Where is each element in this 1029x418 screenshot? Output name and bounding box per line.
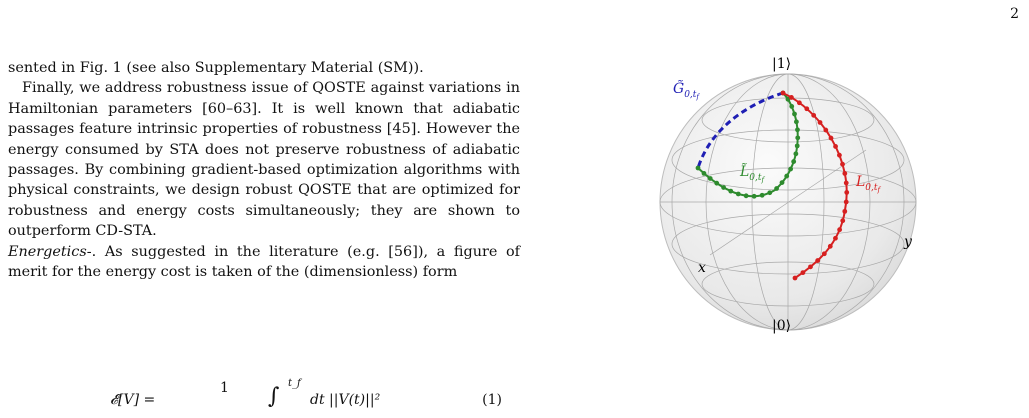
curve-L-marker	[792, 275, 798, 281]
curve-L-marker	[827, 243, 833, 249]
curve-L-tilde-marker	[707, 176, 713, 181]
curve-L-tilde-marker	[695, 165, 701, 171]
curve-L-marker	[815, 258, 821, 263]
curve-L-tilde-marker	[714, 180, 720, 186]
text-column: sented in Fig. 1 (see also Supplementary…	[8, 58, 520, 282]
curve-L-tilde-marker	[743, 193, 749, 199]
curve-L-tilde-marker	[793, 151, 799, 157]
sphere-grid	[659, 73, 917, 331]
x-axis-label: x	[698, 260, 706, 276]
curve-L-tilde-marker	[751, 193, 757, 199]
curve-L-marker	[837, 152, 842, 158]
curve-L-marker	[840, 218, 846, 224]
curve-L-tilde-marker	[767, 190, 773, 196]
curve-L-tilde-marker	[701, 170, 707, 176]
curve-L-marker	[804, 106, 810, 112]
curve-L-marker	[780, 90, 786, 96]
curve-L-marker	[837, 227, 843, 233]
equation-number: (1)	[482, 392, 502, 408]
curve-L-tilde-marker	[784, 173, 790, 179]
curve-L-tilde-marker	[728, 188, 734, 194]
equation-upper-limit: t_f	[288, 378, 301, 389]
equation-integrand: dt ||V(t)||²	[310, 392, 381, 408]
energetics-separator: -.	[86, 243, 97, 260]
curve-L-tilde-marker	[735, 191, 741, 197]
curve-L-marker	[843, 180, 849, 186]
y-axis-label: y	[903, 234, 913, 250]
curve-L-marker	[833, 235, 838, 241]
bloch-sphere-figure: |1⟩ |0⟩ x y G̃0,tf L̃0,tf L0,tf	[650, 50, 950, 340]
energetics-heading: Energetics	[8, 243, 87, 260]
curve-L-marker	[844, 190, 850, 195]
page-number: 2	[1010, 6, 1019, 22]
curve-L-tilde-marker	[795, 127, 800, 133]
equation-1: 𝓔[V] = 1 ∫ t_f dt ||V(t)||² (1)	[110, 378, 510, 418]
equation-fraction-numerator: 1	[220, 380, 229, 396]
curve-L-tilde-marker	[721, 185, 726, 190]
curve-L-marker	[808, 264, 813, 270]
curve-L-tilde-marker	[792, 111, 797, 117]
curve-L-marker	[833, 144, 838, 149]
curve-L-marker	[821, 251, 827, 257]
curve-L-tilde-marker	[788, 166, 794, 172]
curve-L-markers	[780, 90, 850, 281]
curve-L-tilde-marker	[759, 192, 765, 198]
state-one-label: |1⟩	[772, 56, 791, 72]
integral-sign-icon: ∫	[268, 384, 280, 409]
energetics-text: As suggested in the literature (e.g. [56…	[8, 243, 520, 281]
curve-L-tilde-marker	[779, 180, 785, 185]
curve-L-tilde-marker	[791, 159, 797, 164]
curve-L-marker	[843, 199, 849, 205]
paragraph-energetics: Energetics-. As suggested in the literat…	[8, 242, 520, 283]
label-L-tilde: L̃0,tf	[739, 162, 766, 184]
state-zero-label: |0⟩	[772, 318, 791, 334]
bloch-sphere-svg: |1⟩ |0⟩ x y G̃0,tf L̃0,tf L0,tf	[659, 56, 917, 334]
curve-L-marker	[817, 120, 823, 125]
paragraph-robustness: Finally, we address robustness issue of …	[8, 80, 520, 240]
curve-L-tilde-marker	[794, 143, 800, 149]
curve-L-marker	[828, 135, 834, 141]
label-L: L0,tf	[855, 174, 882, 194]
label-G-tilde: G̃0,tf	[673, 79, 700, 101]
curve-L-tilde-marker	[795, 135, 801, 141]
curve-L-marker	[811, 112, 817, 118]
curve-L-tilde-marker	[789, 104, 795, 109]
curve-L-marker	[842, 208, 848, 214]
paragraph-continuation: sented in Fig. 1 (see also Supplementary…	[8, 60, 424, 76]
curve-L-tilde-marker	[774, 186, 779, 191]
curve-G-tilde	[696, 91, 784, 169]
curve-L-marker	[840, 161, 845, 167]
curve-L-marker	[800, 270, 806, 276]
curve-L-marker	[789, 95, 794, 100]
equation-lhs: 𝓔[V] =	[110, 392, 156, 408]
curve-L-marker	[842, 171, 848, 176]
curve-L-marker	[823, 127, 829, 133]
curve-L-marker	[796, 100, 802, 106]
curve-L-tilde-marker	[793, 119, 799, 125]
